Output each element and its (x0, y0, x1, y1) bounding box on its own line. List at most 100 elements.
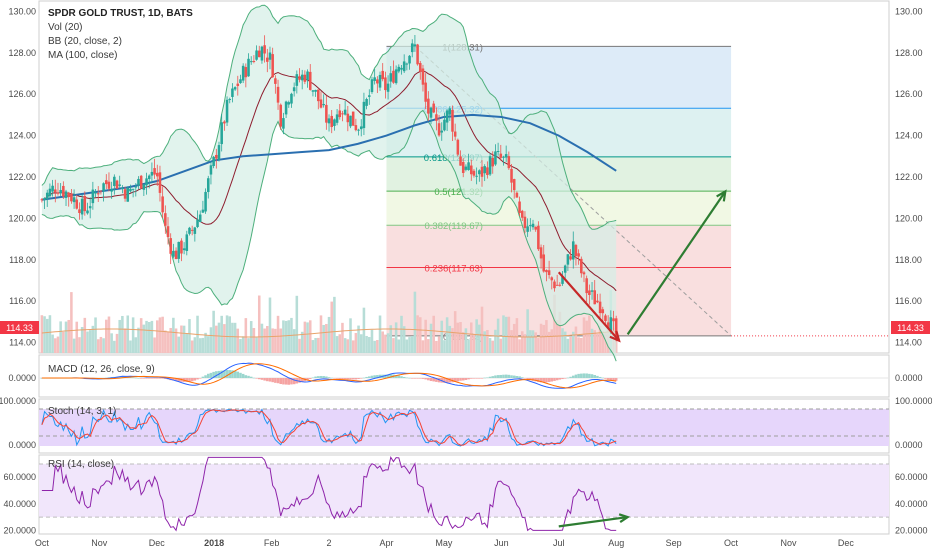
candle-body (86, 210, 89, 214)
macd-histogram-bar (338, 378, 342, 379)
candle-body (421, 68, 425, 85)
macd-histogram-bar (257, 378, 261, 380)
y-tick-left: 122.00 (8, 172, 36, 182)
candle-body (284, 101, 288, 115)
candle-body (274, 78, 277, 84)
macd-histogram-bar (204, 375, 207, 378)
volume-bar (155, 320, 159, 353)
macd-histogram-bar (330, 377, 333, 379)
candle-body (260, 46, 264, 61)
macd-histogram-bar (147, 378, 151, 379)
candle-body (472, 170, 476, 176)
volume-bar (502, 315, 505, 353)
candle-body (542, 254, 546, 272)
candle-body (75, 199, 79, 209)
volume-bar (282, 320, 285, 353)
candle-body (249, 61, 253, 63)
macd-histogram-bar (279, 378, 283, 385)
macd-histogram-bar (333, 378, 336, 379)
candle-body (416, 44, 419, 65)
macd-histogram-bar (464, 378, 468, 380)
volume-bar (147, 322, 151, 353)
volume-bar (174, 328, 178, 353)
macd-histogram-bar (518, 376, 521, 378)
macd-histogram-bar (201, 376, 205, 378)
candle-body (534, 226, 537, 230)
macd-histogram-bar (349, 378, 352, 380)
last-price-tag-left-bg (0, 321, 39, 334)
volume-bar (43, 316, 46, 353)
candle-body (537, 225, 540, 250)
macd-histogram-bar (574, 374, 578, 378)
candle-body (561, 276, 564, 284)
y-tick-right: 122.00 (895, 172, 923, 182)
candle-body (510, 168, 513, 183)
candle-body (494, 151, 497, 165)
candle-body (126, 187, 130, 202)
candle-body (62, 185, 65, 197)
volume-bar (308, 320, 312, 353)
volume-bar (370, 329, 374, 353)
volume-bar (153, 337, 156, 353)
candle-body (419, 63, 422, 72)
candle-body (443, 119, 446, 131)
macd-histogram-bar (461, 378, 465, 381)
volume-bar (453, 311, 457, 353)
legend-bb: BB (20, close, 2) (48, 36, 122, 47)
candle-body (193, 227, 197, 234)
candlesticks[interactable] (40, 34, 618, 342)
candle-body (268, 52, 272, 60)
macd-histogram-bar (341, 378, 344, 379)
macd-histogram-bar (478, 378, 481, 379)
macd-histogram-bar (158, 378, 162, 379)
last-price-right: 114.33 (897, 323, 924, 333)
candle-body (440, 130, 444, 133)
candle-body (483, 166, 486, 174)
volume-bar (494, 329, 497, 353)
volume-bar (598, 325, 602, 353)
volume-bar (137, 327, 140, 353)
volume-bar (346, 339, 350, 353)
volume-bar (378, 315, 382, 353)
macd-histogram-bar (394, 375, 398, 378)
candle-body (330, 115, 333, 128)
candle-body (257, 50, 261, 58)
volume-bar (561, 328, 564, 353)
candle-body (598, 301, 602, 314)
candle-body (496, 151, 500, 153)
candle-body (201, 209, 205, 213)
volume-bar (488, 338, 492, 353)
candle-body (604, 315, 607, 322)
candle-body (83, 195, 87, 212)
macd-pane-border (38, 354, 890, 398)
candle-body (182, 248, 186, 251)
volume-bar (215, 325, 218, 353)
y-tick-right: 114.00 (895, 338, 922, 348)
x-tick-label: May (435, 538, 453, 548)
trend-arrow-line-1 (626, 190, 727, 335)
volume-bar (335, 336, 339, 353)
volume-bar (319, 315, 323, 353)
macd-histogram-bar (593, 375, 597, 378)
macd-histogram-bar (499, 374, 503, 378)
volume-bar (225, 315, 229, 353)
macd-histogram-bar (139, 378, 143, 379)
macd-histogram-bar (402, 376, 406, 378)
volume-bar (523, 334, 527, 353)
macd-histogram-bar (260, 378, 264, 380)
macd-histogram-bar (311, 377, 315, 379)
volume-bar (566, 338, 570, 353)
stoch-band (39, 409, 889, 446)
volume-bar (317, 337, 320, 353)
trend-arrows[interactable] (557, 189, 727, 343)
candle-body (223, 121, 226, 124)
candle-body (596, 300, 599, 303)
macd-histogram-bar (480, 378, 484, 379)
stoch-tick-right: 0.0000 (895, 440, 923, 450)
macd-histogram-bar (443, 378, 446, 383)
candle-body (67, 192, 70, 198)
macd-histogram-bar (389, 374, 393, 378)
volume-bar (569, 337, 572, 353)
candle-body (346, 113, 350, 123)
